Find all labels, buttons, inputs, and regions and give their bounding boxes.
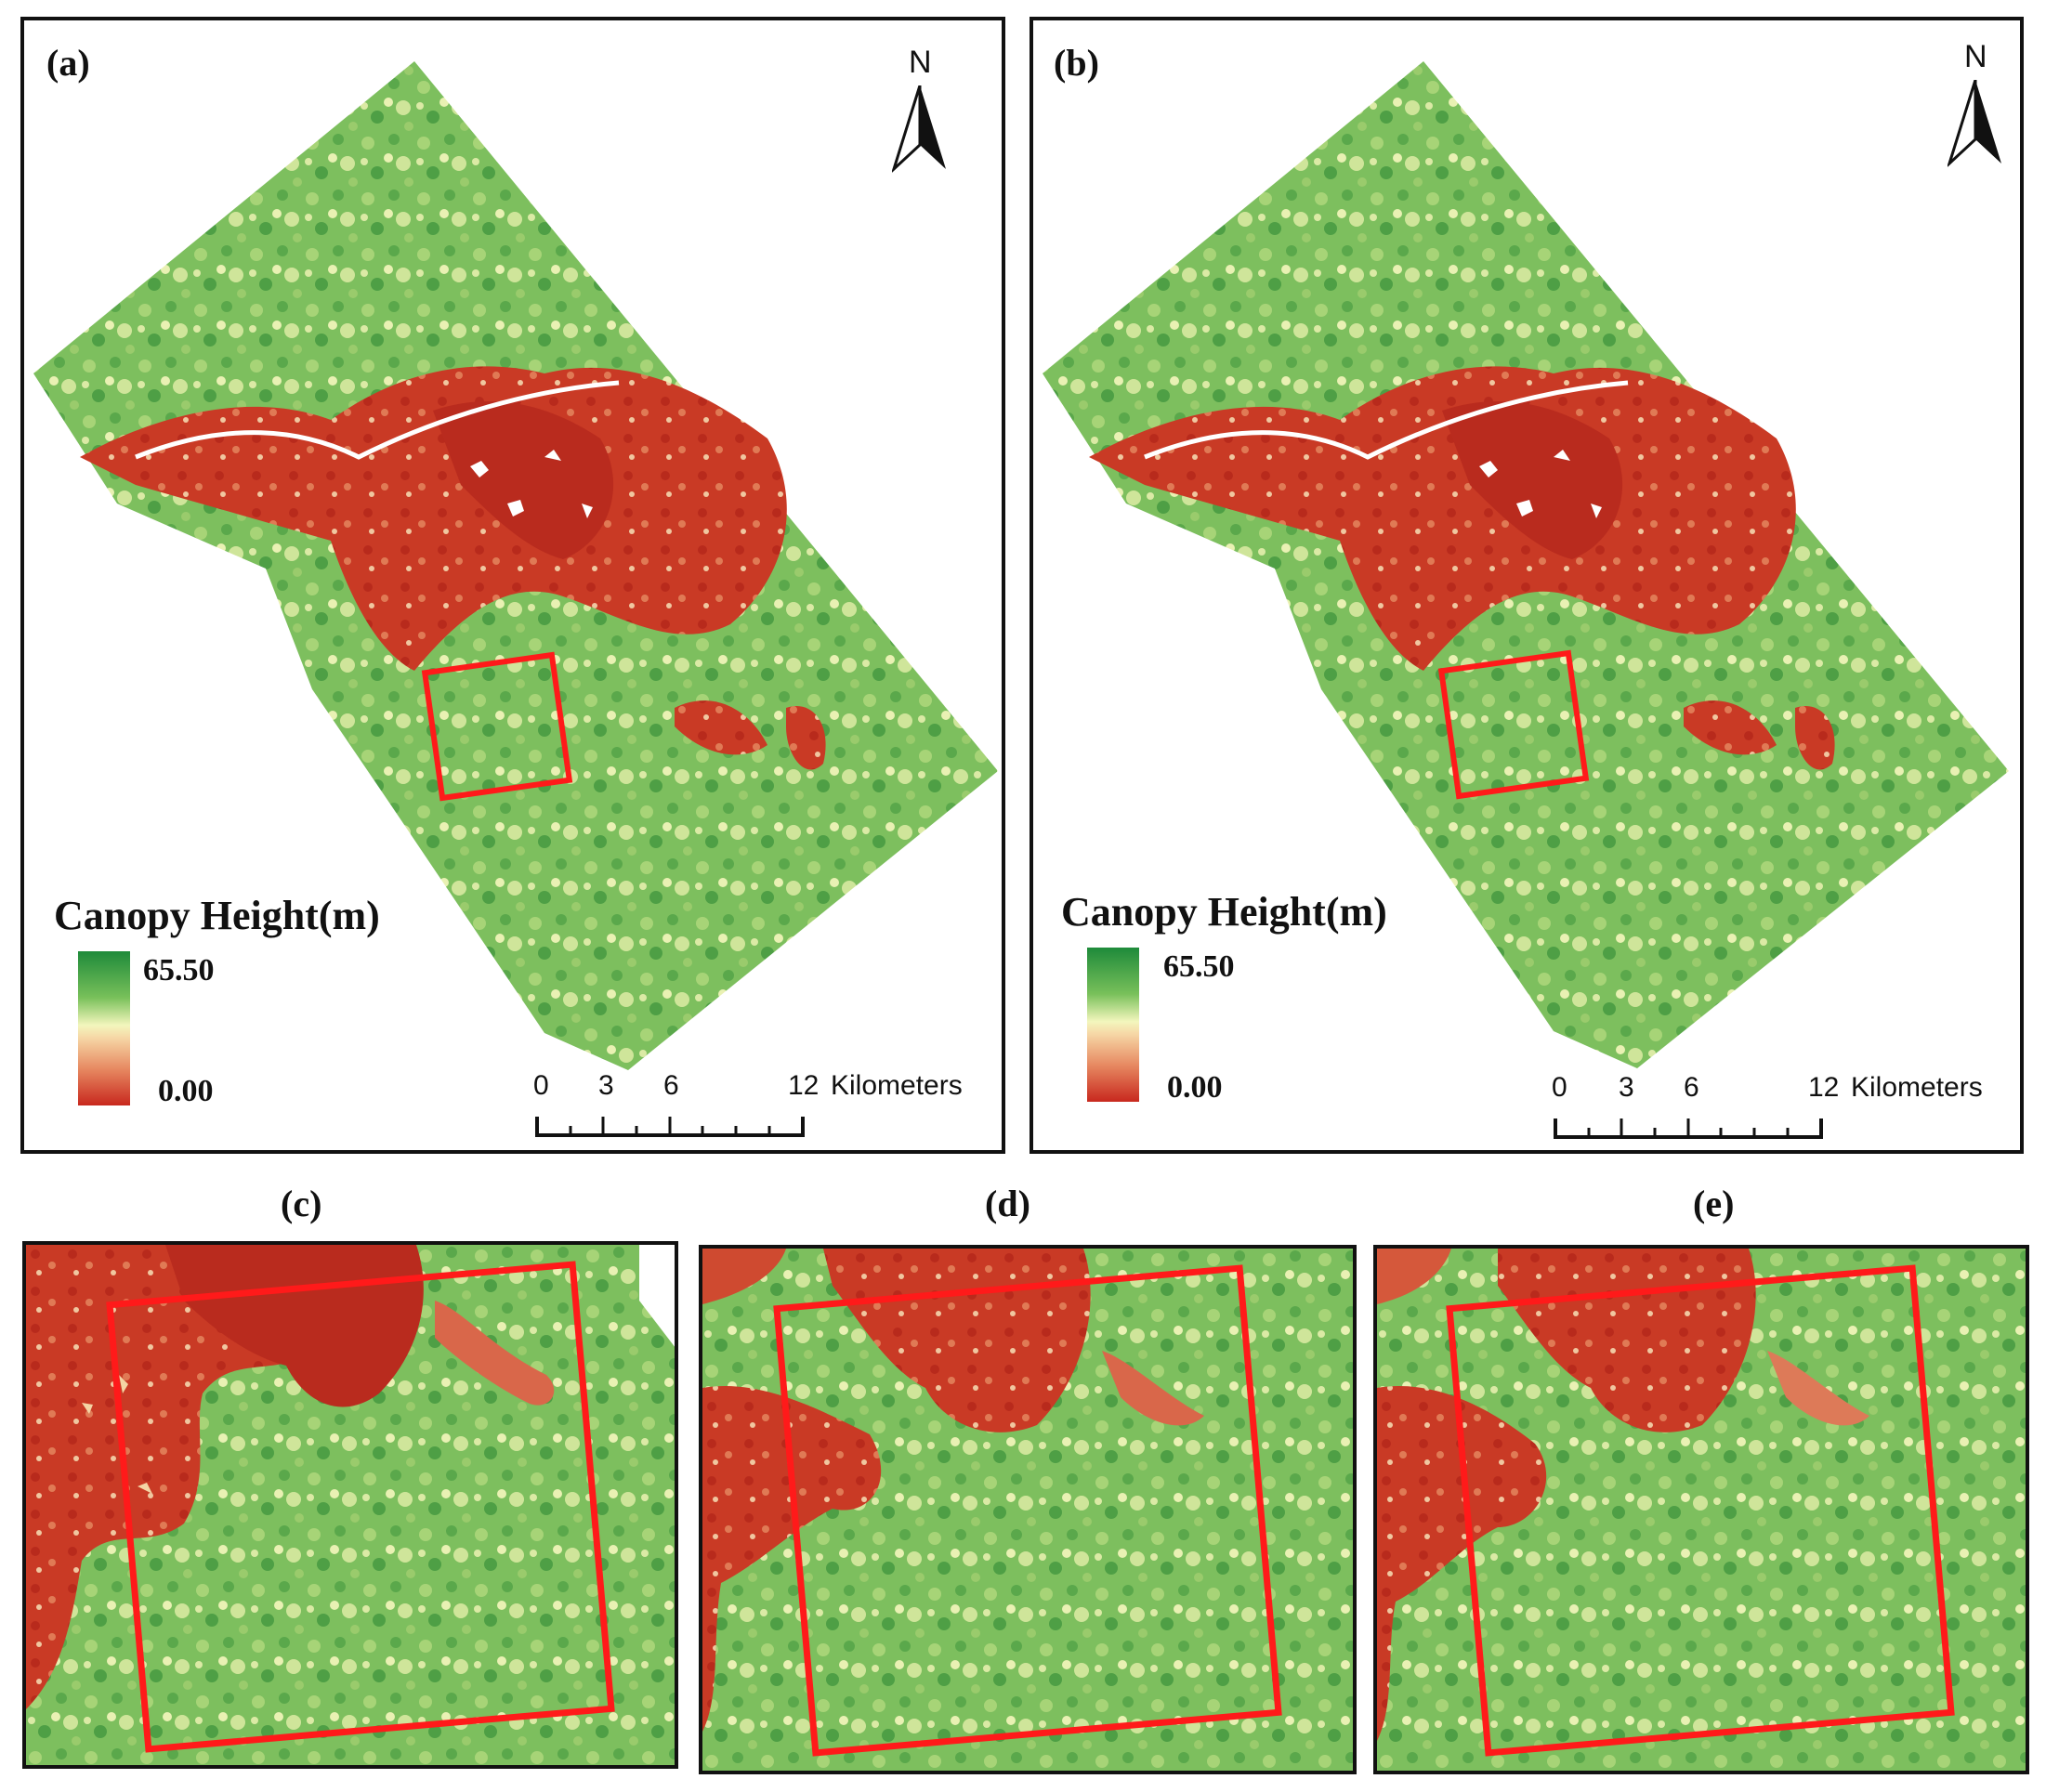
zoom-panel-c xyxy=(22,1241,678,1769)
legend-max-value: 65.50 xyxy=(143,953,215,988)
map-panel-b: (b) N Canopy Height(m) 65.50 0.00 0 3 6 … xyxy=(1030,17,2024,1154)
panel-label-c: (c) xyxy=(281,1183,322,1224)
panel-label-e: (e) xyxy=(1693,1183,1735,1224)
legend-title: Canopy Height(m) xyxy=(54,893,380,938)
legend-color-ramp xyxy=(1087,948,1139,1102)
legend-min-value: 0.00 xyxy=(1167,1070,1223,1105)
scale-tick-6: 6 xyxy=(663,1070,679,1101)
north-letter: N xyxy=(909,45,932,80)
panel-label-d: (d) xyxy=(985,1183,1030,1224)
scale-tick-12: 12 xyxy=(1808,1072,1840,1103)
zoom-panel-d xyxy=(699,1245,1357,1774)
legend-title: Canopy Height(m) xyxy=(1061,889,1387,935)
canopy-height-zoom-d xyxy=(702,1249,1353,1771)
canopy-height-map-a xyxy=(33,61,998,1070)
canopy-height-zoom-c xyxy=(26,1245,675,1765)
scale-bar xyxy=(1554,1118,1823,1139)
canopy-height-map-b xyxy=(1043,61,2009,1068)
legend-max-value: 65.50 xyxy=(1163,949,1235,984)
scale-tick-3: 3 xyxy=(1619,1072,1634,1103)
scale-tick-0: 0 xyxy=(1552,1072,1567,1103)
canopy-height-zoom-e xyxy=(1377,1249,2026,1771)
scale-unit: Kilometers xyxy=(831,1070,963,1101)
scale-bar xyxy=(535,1117,805,1137)
scale-tick-0: 0 xyxy=(533,1070,549,1101)
north-letter: N xyxy=(1964,39,1987,74)
scale-tick-3: 3 xyxy=(598,1070,614,1101)
panel-label-b: (b) xyxy=(1054,42,1099,84)
scale-unit: Kilometers xyxy=(1851,1072,1983,1103)
legend-color-ramp xyxy=(78,951,130,1105)
north-arrow-icon xyxy=(892,85,946,173)
legend-min-value: 0.00 xyxy=(158,1074,214,1108)
zoom-panel-e xyxy=(1373,1245,2029,1774)
north-arrow-icon xyxy=(1948,80,2001,167)
panel-label-a: (a) xyxy=(46,42,90,84)
scale-tick-6: 6 xyxy=(1684,1072,1699,1103)
map-panel-a: (a) N Canopy Height(m) 65.50 0.00 0 3 6 … xyxy=(20,17,1005,1154)
scale-tick-12: 12 xyxy=(788,1070,820,1101)
